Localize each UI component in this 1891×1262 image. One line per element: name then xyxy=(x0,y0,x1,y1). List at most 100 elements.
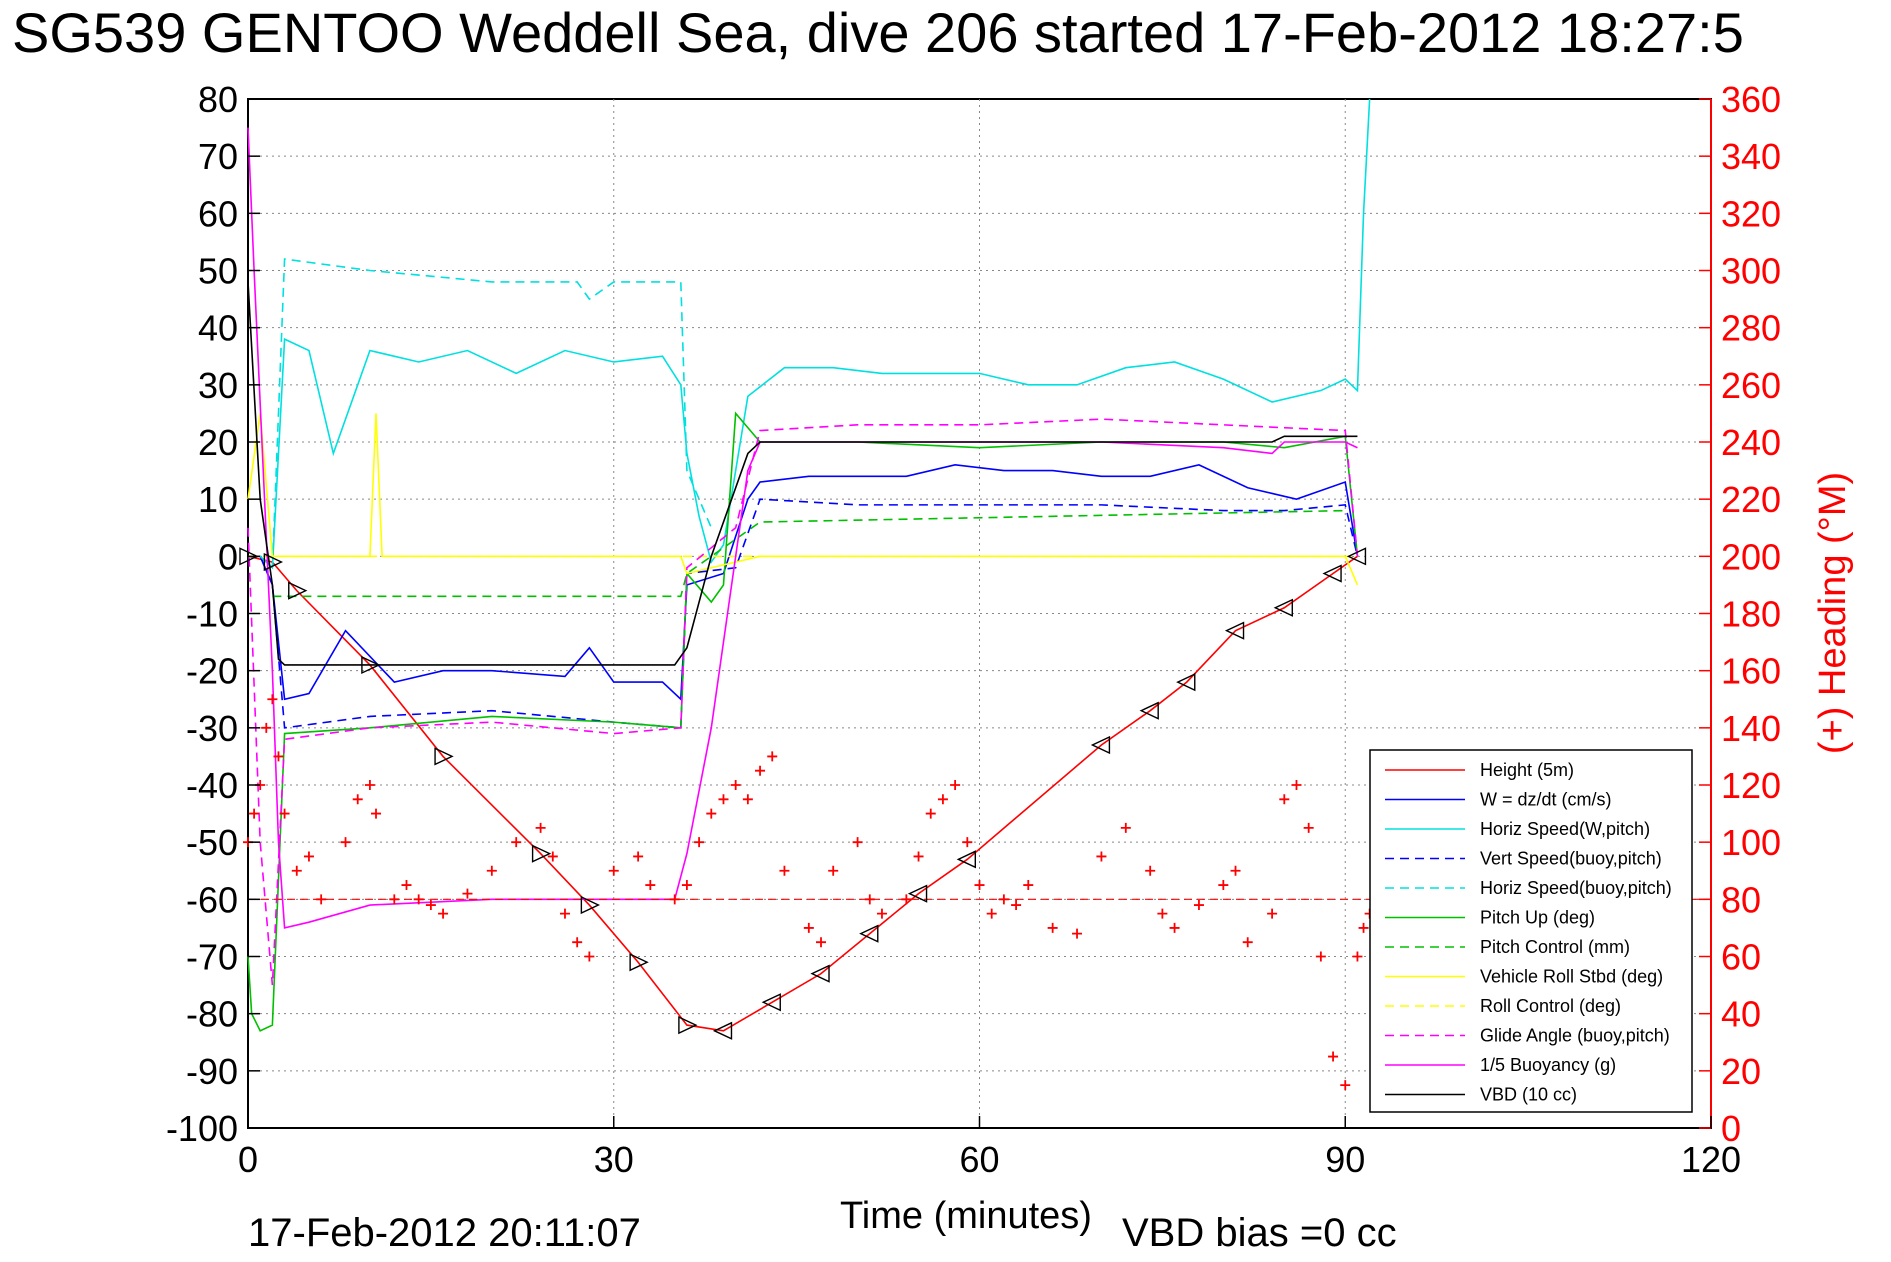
height-marker xyxy=(810,964,830,983)
heading-point xyxy=(876,908,887,919)
heading-point xyxy=(261,722,272,733)
heading-point xyxy=(718,794,729,805)
series-line-2 xyxy=(248,98,1371,570)
heading-point xyxy=(547,851,558,862)
right-tick-label: 200 xyxy=(1721,536,1781,577)
right-tick-label: 60 xyxy=(1721,937,1761,978)
x-axis-label: Time (minutes) xyxy=(840,1195,1092,1237)
legend-label: Height (5m) xyxy=(1480,760,1574,780)
right-tick-label: 80 xyxy=(1721,879,1761,920)
heading-point xyxy=(1011,900,1022,911)
right-tick-label: 320 xyxy=(1721,193,1781,234)
heading-point xyxy=(633,851,644,862)
heading-point xyxy=(1267,908,1278,919)
left-tick-label: -20 xyxy=(186,651,238,692)
left-tick-label: 70 xyxy=(198,136,238,177)
heading-point xyxy=(559,908,570,919)
heading-point xyxy=(511,837,522,848)
series-line-9 xyxy=(247,418,1359,986)
heading-point xyxy=(371,808,382,819)
height-marker xyxy=(288,581,308,600)
series-line-4 xyxy=(248,258,713,570)
right-tick-label: 40 xyxy=(1721,994,1761,1035)
heading-point xyxy=(694,837,705,848)
heading-point xyxy=(401,880,412,891)
left-tick-label: -50 xyxy=(186,822,238,863)
height-markers xyxy=(239,547,1367,1040)
heading-point xyxy=(816,937,827,948)
heading-point xyxy=(608,865,619,876)
height-marker xyxy=(629,953,649,972)
heading-point xyxy=(645,880,656,891)
left-tick-label: -40 xyxy=(186,765,238,806)
left-tick-label: -80 xyxy=(186,994,238,1035)
heading-point xyxy=(730,780,741,790)
legend-label: VBD (10 cc) xyxy=(1480,1085,1577,1105)
left-tick-label: 10 xyxy=(198,479,238,520)
height-marker xyxy=(1139,701,1159,720)
heading-point xyxy=(1023,880,1034,891)
heading-point xyxy=(316,894,327,905)
height-marker xyxy=(263,552,284,572)
heading-point xyxy=(389,894,400,905)
heading-point xyxy=(998,894,1009,905)
right-tick-label: 260 xyxy=(1721,365,1781,406)
heading-point xyxy=(974,880,985,891)
right-tick-label: 280 xyxy=(1721,308,1781,349)
legend: Height (5m) W = dz/dt (cm/s) Horiz Speed(W… xyxy=(1369,749,1693,1113)
heading-point xyxy=(1218,880,1229,891)
right-tick-label: 160 xyxy=(1721,651,1781,692)
legend-label: Glide Angle (buoy,pitch) xyxy=(1480,1026,1670,1046)
legend-label: 1/5 Buoyancy (g) xyxy=(1480,1055,1616,1075)
heading-point xyxy=(669,894,680,905)
left-tick-label: 0 xyxy=(218,536,238,577)
height-marker xyxy=(1224,621,1245,640)
height-marker xyxy=(956,850,977,869)
legend-label: Horiz Speed(buoy,pitch) xyxy=(1480,878,1672,898)
height-marker xyxy=(678,1015,698,1035)
heading-point xyxy=(267,694,278,705)
height-marker xyxy=(712,1021,733,1040)
heading-point xyxy=(1072,928,1083,939)
heading-point xyxy=(1242,937,1253,948)
right-tick-label: 140 xyxy=(1721,708,1781,749)
x-tick-label: 0 xyxy=(238,1139,258,1180)
left-tick-label: -60 xyxy=(186,879,238,920)
right-tick-label: 220 xyxy=(1721,479,1781,520)
heading-point xyxy=(1303,822,1314,833)
height-marker xyxy=(1322,564,1342,583)
left-tick-label: -70 xyxy=(186,937,238,978)
right-axis: 3603403203002802602402202001801601401201… xyxy=(1699,79,1781,1149)
heading-point xyxy=(486,865,497,876)
legend-label: Vert Speed(buoy,pitch) xyxy=(1480,849,1662,869)
heading-point xyxy=(779,865,790,876)
right-tick-label: 300 xyxy=(1721,251,1781,292)
x-tick-label: 60 xyxy=(959,1139,999,1180)
heading-point xyxy=(1328,1051,1339,1062)
height-marker xyxy=(907,884,928,903)
height-marker xyxy=(859,924,879,943)
legend-box xyxy=(1369,749,1693,1113)
x-tick-label: 120 xyxy=(1681,1139,1741,1180)
height-marker xyxy=(1090,735,1111,755)
right-tick-label: 360 xyxy=(1721,79,1781,120)
right-tick-label: 0 xyxy=(1721,1108,1741,1149)
heading-point xyxy=(462,888,473,899)
heading-point xyxy=(925,808,936,819)
heading-point xyxy=(1169,922,1180,933)
heading-point xyxy=(572,937,583,948)
heading-point xyxy=(352,794,363,805)
x-tick-label: 90 xyxy=(1325,1139,1365,1180)
left-tick-label: -100 xyxy=(166,1108,238,1149)
heading-point xyxy=(901,894,912,905)
heading-point xyxy=(413,894,424,905)
height-marker xyxy=(1273,598,1293,617)
right-tick-label: 20 xyxy=(1721,1051,1761,1092)
left-tick-label: -90 xyxy=(186,1051,238,1092)
heading-point xyxy=(1340,1080,1351,1091)
heading-point xyxy=(864,894,875,905)
left-tick-label: -30 xyxy=(186,708,238,749)
right-tick-label: 120 xyxy=(1721,765,1781,806)
height-marker xyxy=(580,895,601,915)
